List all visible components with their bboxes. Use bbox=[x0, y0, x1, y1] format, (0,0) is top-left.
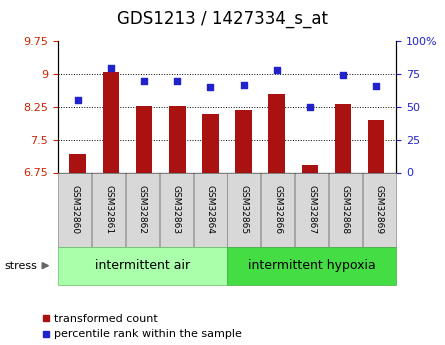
Point bbox=[372, 83, 380, 89]
Text: GSM32863: GSM32863 bbox=[172, 185, 181, 234]
Bar bbox=[169, 106, 186, 172]
Text: stress: stress bbox=[4, 261, 37, 270]
Text: GSM32864: GSM32864 bbox=[206, 185, 214, 234]
Bar bbox=[302, 165, 318, 172]
Text: intermittent air: intermittent air bbox=[95, 259, 190, 272]
Point bbox=[273, 68, 280, 73]
Point bbox=[306, 104, 313, 110]
Bar bbox=[268, 94, 285, 172]
Text: GSM32862: GSM32862 bbox=[138, 185, 147, 234]
Bar bbox=[368, 120, 384, 172]
Text: GSM32865: GSM32865 bbox=[239, 185, 248, 234]
Bar bbox=[69, 154, 86, 172]
Text: GSM32868: GSM32868 bbox=[341, 185, 350, 234]
Bar bbox=[202, 115, 218, 172]
Bar bbox=[103, 72, 119, 172]
Legend: transformed count, percentile rank within the sample: transformed count, percentile rank withi… bbox=[41, 314, 243, 339]
Point bbox=[141, 78, 148, 83]
Text: GSM32866: GSM32866 bbox=[273, 185, 282, 234]
Text: GSM32861: GSM32861 bbox=[104, 185, 113, 234]
Point bbox=[240, 82, 247, 87]
Text: GSM32869: GSM32869 bbox=[375, 185, 384, 234]
Text: GSM32867: GSM32867 bbox=[307, 185, 316, 234]
Bar bbox=[235, 110, 252, 172]
Point bbox=[107, 65, 114, 70]
Bar bbox=[136, 106, 152, 172]
Point bbox=[340, 73, 347, 78]
Bar bbox=[335, 104, 351, 172]
Point bbox=[174, 78, 181, 83]
Point bbox=[74, 98, 81, 103]
Text: GSM32860: GSM32860 bbox=[70, 185, 79, 234]
Point bbox=[207, 85, 214, 90]
Text: intermittent hypoxia: intermittent hypoxia bbox=[247, 259, 376, 272]
Text: GDS1213 / 1427334_s_at: GDS1213 / 1427334_s_at bbox=[117, 10, 328, 28]
